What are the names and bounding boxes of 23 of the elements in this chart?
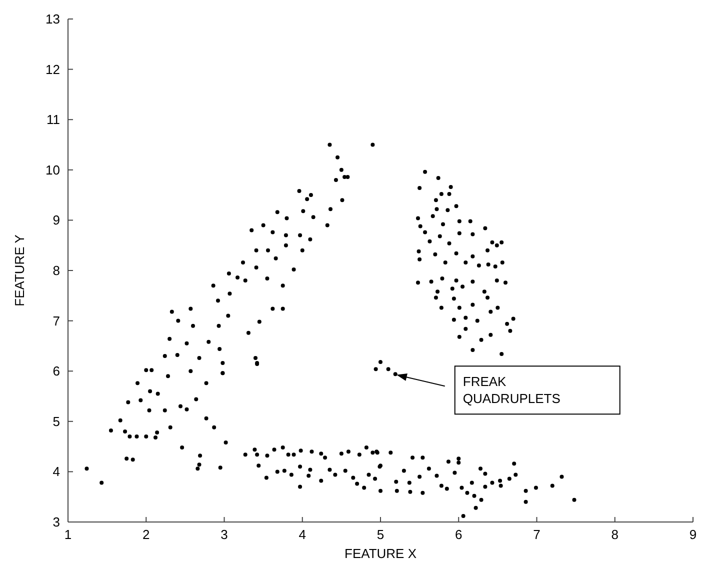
y-tick-label: 10 [46,162,60,178]
y-axis-title: FEATURE Y [12,234,27,306]
x-tick-label: 4 [298,527,306,542]
x-tick-label: 9 [689,527,697,542]
annotation: FREAK QUADRUPLETS [462,374,561,406]
x-axis-title: FEATURE X [344,546,417,561]
y-tick-label: 11 [46,112,60,128]
y-tick-label: 4 [52,464,60,480]
x-tick-label: 2 [142,527,150,542]
y-tick-label: 3 [52,514,60,530]
x-tick-label: 5 [376,527,384,542]
y-tick-label: 6 [52,364,60,379]
y-tick-label: 5 [52,414,60,429]
x-tick-label: 3 [220,527,228,542]
y-tick-label: 7 [52,313,60,328]
y-tick-label: 9 [52,212,60,228]
x-tick-label: 6 [455,527,462,542]
x-tick-label: 8 [611,527,618,542]
y-tick-label: 8 [52,263,60,278]
x-tick-label: 1 [64,527,72,542]
y-tick-label: 13 [46,12,60,26]
x-tick-label: 7 [533,527,540,542]
y-tick-label: 12 [46,62,60,77]
